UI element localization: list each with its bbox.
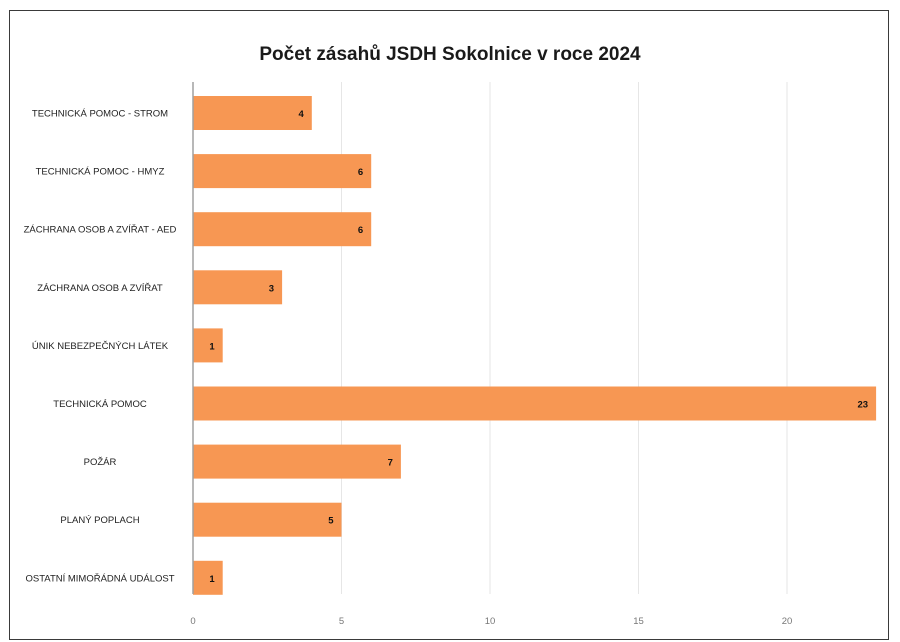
- category-label: POŽÁR: [84, 457, 117, 468]
- chart-frame: [9, 10, 889, 640]
- category-label: ÚNIK NEBEZPEČNÝCH LÁTEK: [32, 341, 169, 352]
- category-label: ZÁCHRANA OSOB A ZVÍŘAT: [37, 283, 163, 294]
- bar: [193, 386, 877, 421]
- x-tick-label: 0: [190, 616, 195, 627]
- bar: [193, 328, 223, 363]
- data-label: 5: [328, 516, 334, 527]
- data-label: 7: [388, 458, 393, 469]
- category-label: OSTATNÍ MIMOŘÁDNÁ UDÁLOST: [25, 573, 174, 584]
- bar: [193, 96, 312, 130]
- data-label: 6: [358, 167, 363, 178]
- data-label: 4: [299, 109, 305, 120]
- category-label: PLANÝ POPLACH: [60, 515, 139, 526]
- x-tick-labels: 0 5 10 15 20: [190, 616, 792, 627]
- bar: [193, 154, 372, 189]
- category-label: TECHNICKÁ POMOC - HMYZ: [36, 167, 165, 178]
- x-tick-label: 15: [633, 616, 644, 627]
- grid-lines: [341, 82, 788, 594]
- category-label: TECHNICKÁ POMOC - STROM: [32, 109, 168, 120]
- bar: [193, 444, 401, 479]
- bar: [193, 560, 223, 595]
- data-label: 3: [269, 283, 274, 294]
- bar: [193, 502, 342, 537]
- bar: [193, 212, 372, 247]
- data-label: 1: [209, 574, 215, 585]
- data-label: 6: [358, 225, 363, 236]
- category-labels: TECHNICKÁ POMOC - STROM TECHNICKÁ POMOC -…: [24, 109, 177, 585]
- data-label: 23: [858, 400, 869, 411]
- chart-title: Počet zásahů JSDH Sokolnice v roce 2024: [259, 44, 641, 65]
- x-tick-label: 5: [339, 616, 344, 627]
- x-tick-label: 10: [485, 616, 496, 627]
- data-labels: 4 6 6 3 1 23 7 5 1: [209, 109, 868, 585]
- bar: [193, 270, 283, 305]
- bars: [193, 96, 877, 595]
- data-label: 1: [209, 341, 215, 352]
- category-label: TECHNICKÁ POMOC: [53, 399, 147, 410]
- category-label: ZÁCHRANA OSOB A ZVÍŘAT - AED: [24, 225, 177, 236]
- x-tick-label: 20: [782, 616, 793, 627]
